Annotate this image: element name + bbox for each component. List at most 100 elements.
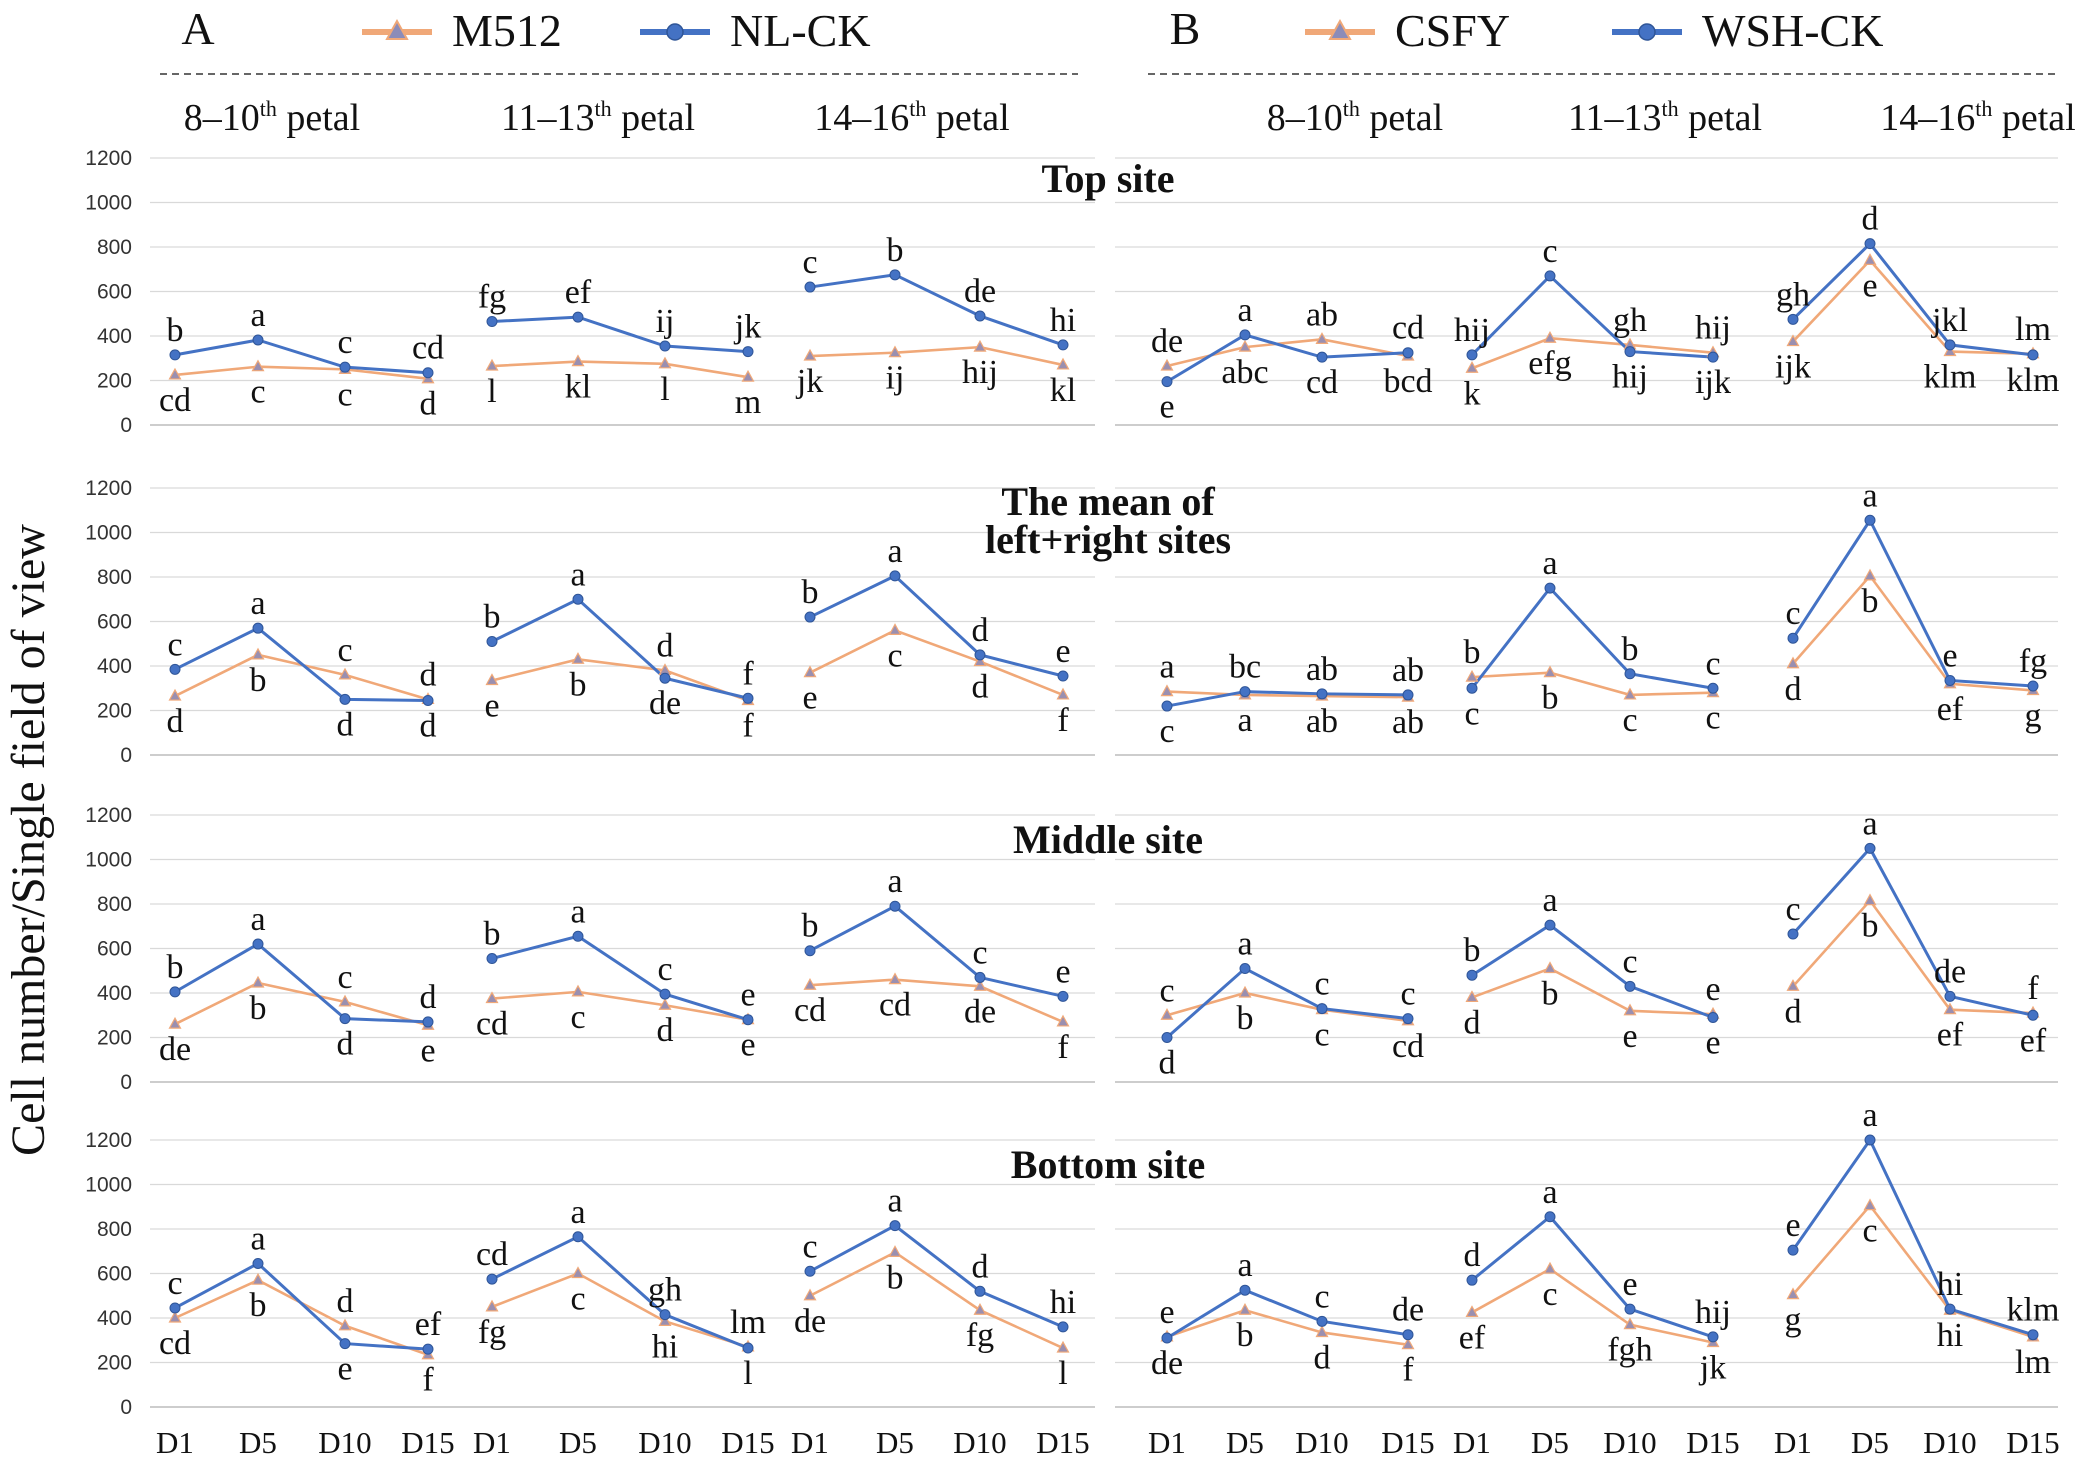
significance-label: b [802,574,819,611]
series-line-orange [1166,338,1409,368]
significance-label: ijk [1775,349,1811,386]
x-tick-label-d1: D1 [156,1425,194,1460]
y-tick-label: 600 [97,938,132,961]
series-line-blue [174,338,429,375]
data-point-blue [169,1302,181,1314]
x-tick-label-d15: D15 [1381,1425,1434,1460]
significance-label: d [972,1248,989,1285]
significance-label: de [1151,1345,1183,1382]
significance-label: e [1862,267,1877,304]
data-point-orange [1465,669,1479,682]
significance-label: f [1057,702,1069,739]
significance-label: d [167,703,184,740]
data-point-orange [1160,1008,1174,1020]
data-point-blue [2027,680,2039,692]
significance-label: ab [1392,704,1424,741]
significance-label: gh [648,1272,682,1309]
significance-label: cd [159,1325,191,1362]
data-point-orange [973,339,987,352]
row-2: 0 200 400 600 800 1000 1200 The mean ofleft+rig… [85,477,2058,767]
significance-label: a [1237,926,1252,963]
series-line-orange [1792,1203,2034,1339]
series-line-blue [174,1261,429,1351]
data-point-orange [485,358,499,371]
data-point-blue [804,945,816,957]
significance-label: fg [478,279,506,316]
significance-label: gh [1613,302,1647,339]
data-point-blue [1239,686,1251,698]
series-line-orange [809,628,1064,697]
data-point-orange [571,652,585,664]
y-tick-label: 1000 [85,192,132,215]
data-point-blue [659,340,671,352]
significance-label: c [1159,972,1174,1009]
significance-label: a [1542,1174,1557,1211]
series-group-B-1: e de ab cd de f [1151,1247,1424,1389]
series-group-B-2: d ef a c e fgh hij jk [1459,1174,1731,1387]
x-tick-label-d15: D15 [2006,1425,2059,1460]
data-point-orange [1786,979,1800,991]
data-point-blue [1944,339,1956,351]
data-point-blue [1402,689,1414,701]
significance-label: c [250,374,265,411]
series-line-orange [1166,690,1409,699]
significance-label: a [250,901,265,938]
significance-label: d [657,627,674,664]
series-line-blue [491,1234,749,1350]
panel-letter-B: B [1170,3,1201,54]
series-line-blue [1470,585,1714,690]
data-point-orange [973,1302,987,1315]
series-group-B-3: gh ijk de jkl klm lm klm [1775,201,2059,399]
data-point-blue [2027,1329,2039,1341]
significance-label: a [1542,545,1557,582]
significance-label: d [1464,1237,1481,1274]
data-point-blue [1864,514,1876,526]
series-line-orange [491,658,749,702]
legend-label-wsh-ck: WSH-CK [1702,5,1883,56]
series-line-blue [174,942,429,1024]
data-point-blue [422,1016,434,1028]
data-point-orange [803,665,817,678]
series-line-orange [174,981,429,1027]
significance-label: de [1934,953,1966,990]
significance-label: hij [1695,310,1731,347]
series-line-orange [1471,336,1714,370]
significance-label: hij [1695,1294,1731,1331]
data-point-orange [888,623,902,636]
significance-label: e [1622,1018,1637,1055]
significance-label: b [887,1259,904,1296]
significance-label: l [487,373,496,410]
y-tick-label: 1000 [85,522,132,545]
data-point-blue [742,692,754,704]
data-point-blue [1787,1244,1799,1256]
significance-label: de [159,1031,191,1068]
x-tick-label-d1: D1 [1453,1425,1491,1460]
significance-label: c [337,324,352,361]
data-point-blue [1707,682,1719,694]
significance-label: bc [1229,649,1261,686]
data-point-orange [1786,334,1800,347]
data-point-blue [742,1342,754,1354]
significance-label: b [167,949,184,986]
series-line-blue [491,315,749,354]
data-point-blue [422,1343,434,1355]
y-tick-label: 200 [97,700,132,723]
data-point-orange [658,356,672,369]
series-line-blue [1471,1214,1714,1339]
x-tick-label-d10: D10 [1295,1425,1348,1460]
significance-label: d [657,1012,674,1049]
significance-label: jk [734,309,761,346]
data-point-blue [1624,980,1636,992]
series-line-blue [809,273,1064,347]
significance-label: b [250,990,267,1027]
data-point-orange [1465,361,1479,373]
row-title: The mean of [1001,479,1215,524]
data-point-blue [1161,700,1173,712]
row-title: left+right sites [985,517,1231,562]
data-point-orange [1543,1261,1557,1274]
data-point-orange [338,1318,352,1331]
significance-label: b [250,662,267,699]
series-line-blue [1166,1288,1409,1340]
significance-label: ab [1392,652,1424,689]
y-tick-label: 800 [97,236,132,259]
